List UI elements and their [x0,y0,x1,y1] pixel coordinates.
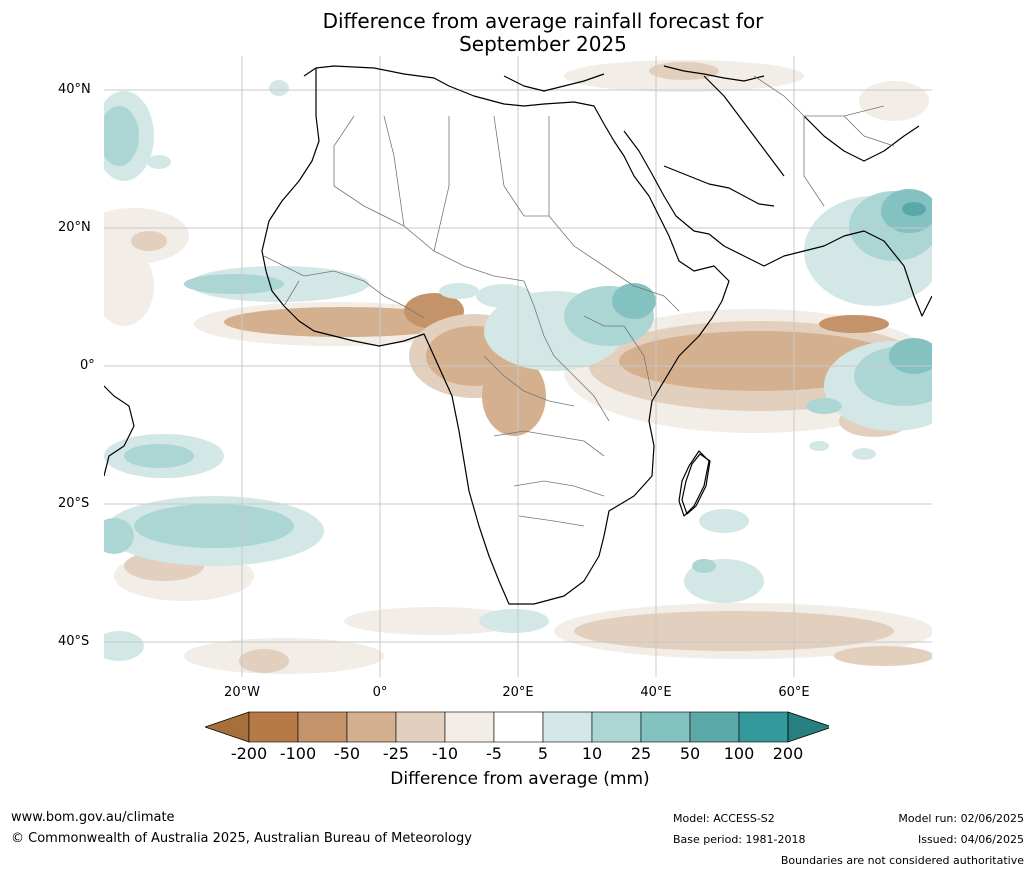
title-line-2: September 2025 [459,32,627,56]
lon-label: 0° [372,685,388,700]
legend-swatch [493,711,544,743]
legend-swatch [444,711,495,743]
lat-label: 0° [80,358,95,373]
legend-tick-label: 10 [581,744,603,763]
footer-base-period: Base period: 1981-2018 [673,833,806,846]
legend-arrow-low [205,711,250,743]
legend-colorbar [205,711,829,743]
legend-tick-label: -5 [486,744,502,763]
legend-swatch [640,711,691,743]
legend-swatch [689,711,740,743]
lon-label: 60°E [778,685,810,700]
legend-tick-label: 25 [630,744,652,763]
legend-swatch [297,711,348,743]
footer-disclaimer: Boundaries are not considered authoritat… [780,854,1024,867]
legend-tick-label: 200 [772,744,804,763]
legend-tick-label: 50 [679,744,701,763]
country-borders [263,75,895,527]
legend-swatch [738,711,789,743]
madagascar [681,453,711,516]
legend-swatch [591,711,642,743]
legend-tick-label: -200 [230,744,268,763]
legend-tick-label: -25 [382,744,410,763]
legend-tick-label: -100 [279,744,317,763]
legend-swatch [248,711,299,743]
footer-issued: Issued: 04/06/2025 [917,833,1024,846]
legend-tick-label: 5 [537,744,549,763]
lat-label: 40°S [58,634,90,649]
wet-anomaly-regions [104,80,932,661]
lat-label: 20°S [58,496,90,511]
lat-label: 40°N [58,82,91,97]
legend-arrow-high [787,711,829,743]
lon-label: 20°W [224,685,260,700]
legend-title: Difference from average (mm) [390,769,650,789]
legend-swatch [346,711,397,743]
map-title: Difference from average rainfall forecas… [240,10,846,56]
lon-label: 40°E [640,685,672,700]
legend-tick-label: -10 [431,744,459,763]
footer-model: Model: ACCESS-S2 [673,812,775,825]
footer-url: www.bom.gov.au/climate [11,810,175,825]
lon-label: 20°E [502,685,534,700]
legend-tick-label: 100 [723,744,755,763]
rainfall-anomaly-map [104,56,932,677]
graticule [104,56,932,677]
legend-swatch [395,711,446,743]
legend-swatch [542,711,593,743]
footer-copyright: © Commonwealth of Australia 2025, Austra… [11,831,472,846]
footer-model-run: Model run: 02/06/2025 [898,812,1024,825]
legend-tick-label: -50 [333,744,361,763]
lat-label: 20°N [58,220,91,235]
title-line-1: Difference from average rainfall forecas… [322,9,764,33]
